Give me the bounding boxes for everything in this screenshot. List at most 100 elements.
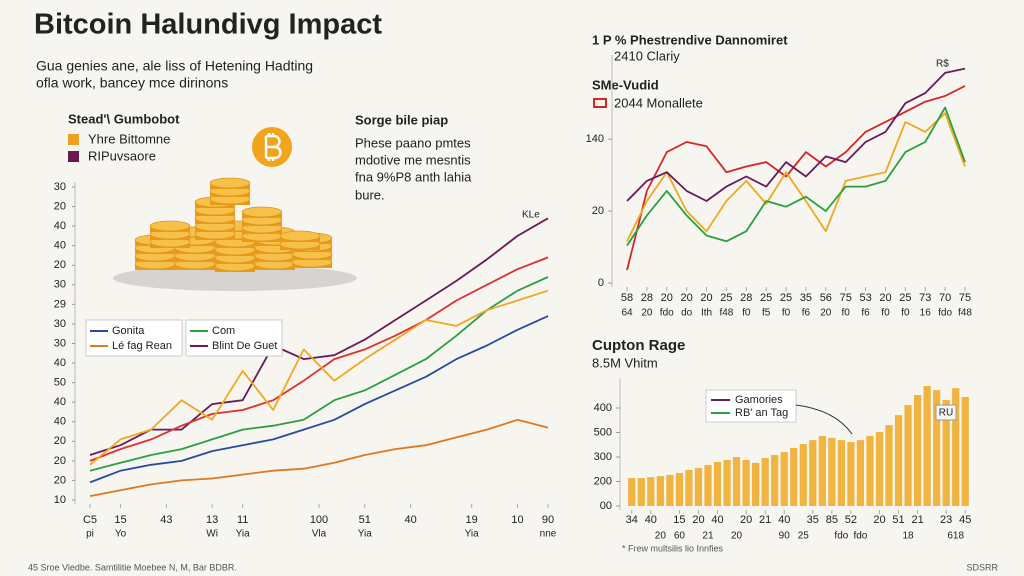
x-tick-label: Yia — [465, 529, 480, 540]
chart-subtitle: 8.5M Vhitm — [592, 355, 658, 370]
x-tick-label: 64 — [621, 308, 633, 319]
x-tick-label: 90 — [779, 531, 791, 542]
x-tick-label: 20 — [681, 292, 693, 304]
x-tick-label: 40 — [778, 514, 790, 526]
y-tick-label: 30 — [54, 337, 66, 349]
subtitle: ofla work, bancey mce dirinons — [36, 75, 228, 91]
x-tick-label: 85 — [826, 514, 838, 526]
bar — [771, 455, 779, 506]
note-line: fna 9%P8 anth lahia — [355, 169, 472, 184]
x-tick-label: f6 — [861, 308, 870, 319]
bar — [666, 474, 674, 506]
x-tick-label: do — [681, 308, 693, 319]
line-series — [89, 217, 549, 456]
x-tick-label: 15 — [673, 514, 685, 526]
bar — [904, 405, 912, 506]
y-tick-label: 40 — [54, 396, 66, 408]
x-tick-label: 90 — [542, 514, 554, 526]
legend-box — [185, 319, 283, 357]
x-tick-label: 10 — [511, 514, 523, 526]
x-tick-label: fdo — [660, 308, 674, 319]
x-tick-label: Yia — [358, 529, 373, 540]
bar — [752, 462, 760, 506]
x-tick-label: 23 — [940, 514, 952, 526]
y-tick-label: 20 — [54, 259, 66, 271]
line-series — [626, 67, 966, 202]
x-tick-label: fdo — [938, 308, 952, 319]
x-tick-label: Yia — [236, 529, 251, 540]
footnote: * Frew multsilis lio Innfies — [622, 543, 724, 553]
chart: 0 20 140 58 28 20 20 20 25 28 25 25 35 56 75 53 20 25 73 70… — [586, 55, 972, 319]
x-tick-label: f0 — [881, 308, 890, 319]
note-line: mdotive me mesntis — [355, 152, 471, 167]
legend-marker — [593, 98, 607, 108]
coin — [279, 230, 321, 242]
line-series — [89, 276, 549, 472]
bar — [685, 469, 693, 506]
x-tick-label: f0 — [782, 308, 791, 319]
x-tick-label: 75 — [959, 292, 971, 304]
x-tick-label: 45 — [959, 514, 971, 526]
y-tick-label: 50 — [54, 377, 66, 389]
bar — [818, 435, 826, 506]
bar — [780, 452, 788, 506]
key-swatch — [68, 151, 79, 162]
x-tick-label: fdo — [853, 531, 867, 542]
note-line: bure. — [355, 187, 385, 202]
y-tick-label: 40 — [54, 416, 66, 428]
annotation-box — [935, 404, 957, 421]
x-tick-label: Yo — [115, 529, 127, 540]
y-tick-label: 40 — [54, 240, 66, 252]
bar — [761, 457, 769, 506]
bar — [742, 459, 750, 506]
y-tick-label: 20 — [54, 455, 66, 467]
x-tick-label: f0 — [842, 308, 851, 319]
y-tick-label: 20 — [54, 200, 66, 212]
x-tick-label: 18 — [903, 531, 915, 542]
x-tick-label: 56 — [820, 292, 832, 304]
y-tick-label: 400 — [594, 402, 612, 414]
chart-subtitle: 2410 Clariy — [614, 48, 680, 63]
x-tick-label: 19 — [466, 514, 478, 526]
y-tick-label: 29 — [54, 298, 66, 310]
source: 45 Sroe Viedbe. Samtilitie Moebee N, M, … — [28, 562, 237, 572]
x-tick-label: 25 — [798, 531, 810, 542]
x-tick-label: 20 — [700, 292, 712, 304]
x-tick-label: nne — [540, 529, 557, 540]
x-tick-label: pi — [86, 529, 94, 540]
x-tick-label: 51 — [892, 514, 904, 526]
x-tick-label: 40 — [404, 514, 416, 526]
bar — [923, 385, 931, 506]
bar — [799, 444, 807, 506]
title: Bitcoin Halundivg Impact — [34, 9, 382, 41]
x-tick-label: 20 — [661, 292, 673, 304]
x-tick-label: 20 — [731, 531, 743, 542]
x-tick-label: f48 — [719, 308, 733, 319]
x-tick-label: f0 — [901, 308, 910, 319]
x-tick-label: Vla — [312, 529, 327, 540]
bar — [847, 442, 855, 506]
key-swatch — [68, 134, 79, 145]
y-tick-label: 30 — [54, 318, 66, 330]
x-tick-label: fdo — [834, 531, 848, 542]
y-tick-label: 10 — [54, 494, 66, 506]
x-tick-label: 20 — [820, 308, 832, 319]
x-tick-label: f0 — [742, 308, 751, 319]
chart-note: SMe-Vudid — [592, 77, 659, 92]
coin — [209, 177, 251, 189]
x-tick-label: C5 — [83, 514, 97, 526]
bar — [828, 437, 836, 506]
subtitle: Gua genies ane, ale liss of Hetening Had… — [36, 58, 313, 74]
annotation: R$ — [936, 59, 949, 70]
y-tick-label: 200 — [594, 475, 612, 487]
bar — [732, 457, 741, 506]
coin — [149, 220, 191, 232]
x-tick-label: Ith — [701, 308, 712, 319]
key-title: Stead'\ Gumbobot — [68, 111, 180, 126]
x-tick-label: 20 — [655, 531, 667, 542]
x-tick-label: 25 — [780, 292, 792, 304]
legend-box — [85, 319, 183, 357]
legend-label: Com — [212, 325, 235, 337]
bar — [637, 478, 645, 506]
line-series — [626, 106, 966, 247]
